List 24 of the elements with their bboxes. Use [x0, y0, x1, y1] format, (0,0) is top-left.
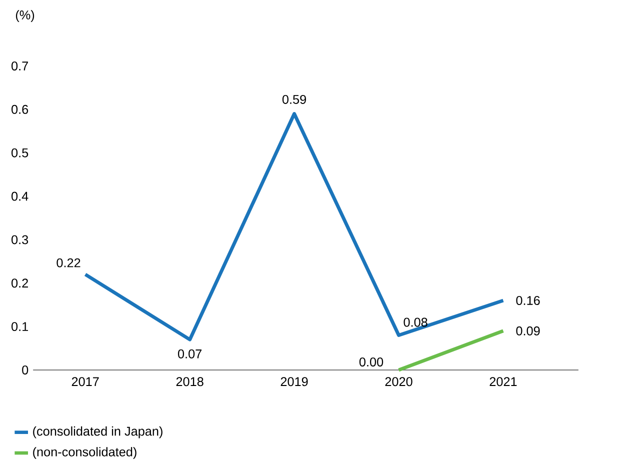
x-tick-label: 2020 [385, 377, 412, 386]
x-tick-label: 2017 [72, 377, 99, 386]
data-label: 0.07 [178, 349, 202, 358]
y-tick-label: 0.2 [12, 278, 28, 288]
data-label: 0.09 [516, 326, 540, 336]
x-tick-label: 2018 [176, 377, 204, 386]
data-label: 0.08 [404, 318, 428, 327]
legend-label: (consolidated in Japan) [33, 426, 162, 438]
y-tick-label: 0.4 [12, 192, 28, 201]
y-tick-label: 0.1 [12, 322, 28, 332]
y-tick-label: 0.5 [12, 148, 28, 158]
data-label: 0.16 [516, 296, 540, 305]
data-label: 0.22 [56, 258, 80, 268]
x-tick-label: 2021 [490, 377, 517, 386]
x-tick-label: 2019 [280, 377, 308, 386]
legend-label: (non-consolidated) [33, 447, 136, 459]
data-label: 0.00 [359, 358, 384, 366]
y-tick-label: 0 [22, 366, 28, 374]
data-label: 0.59 [282, 94, 306, 104]
line-series [84, 112, 505, 342]
y-tick-label: 0.6 [12, 104, 28, 114]
y-axis-title: (%) [16, 10, 34, 22]
y-tick-label: 0.7 [12, 62, 28, 70]
y-tick-label: 0.3 [12, 235, 28, 244]
